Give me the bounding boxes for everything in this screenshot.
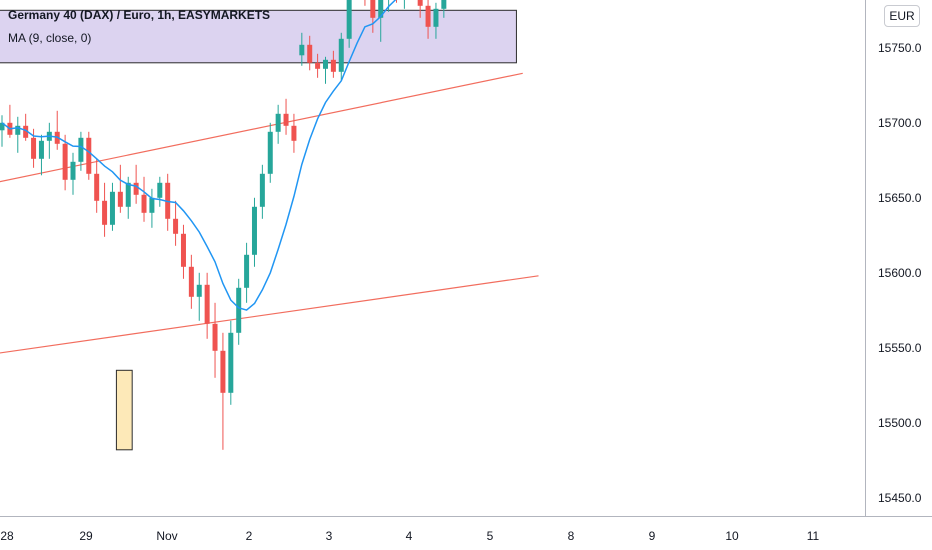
candle bbox=[220, 332, 226, 450]
candle bbox=[283, 98, 289, 135]
candle bbox=[54, 110, 60, 150]
candle bbox=[417, 0, 423, 18]
zone-box-yellow[interactable] bbox=[115, 369, 133, 451]
time-tick-label: 29 bbox=[79, 529, 93, 543]
candle bbox=[330, 50, 336, 78]
candle bbox=[204, 272, 210, 339]
candle bbox=[188, 254, 194, 309]
candle bbox=[315, 53, 321, 78]
candle bbox=[291, 113, 297, 153]
currency-badge[interactable]: EUR bbox=[884, 5, 920, 27]
price-tick-label: 15650.0 bbox=[878, 191, 922, 205]
candle bbox=[15, 116, 21, 153]
candle bbox=[228, 320, 234, 405]
candle bbox=[275, 104, 281, 144]
candle bbox=[86, 131, 92, 180]
candle bbox=[109, 182, 115, 231]
candle bbox=[141, 176, 147, 222]
candle bbox=[180, 224, 186, 279]
candle bbox=[346, 0, 352, 48]
candle bbox=[70, 152, 76, 195]
candle bbox=[403, 0, 405, 9]
candle bbox=[23, 113, 29, 141]
candle bbox=[441, 0, 447, 18]
candle bbox=[149, 188, 155, 228]
candle bbox=[62, 134, 68, 191]
candle bbox=[244, 242, 250, 303]
candle bbox=[212, 302, 218, 378]
plot-area bbox=[0, 0, 539, 451]
candle bbox=[173, 200, 179, 246]
candle bbox=[46, 122, 52, 159]
candle bbox=[196, 272, 202, 321]
candle bbox=[0, 115, 5, 147]
candle bbox=[78, 131, 84, 171]
candle bbox=[251, 197, 257, 267]
candle bbox=[94, 158, 100, 213]
time-tick-label: 28 bbox=[0, 529, 14, 543]
price-tick-label: 15600.0 bbox=[878, 266, 922, 280]
candle bbox=[388, 0, 390, 12]
candle bbox=[7, 104, 13, 138]
candle bbox=[157, 176, 163, 207]
time-tick-label: 10 bbox=[725, 529, 739, 543]
candle bbox=[102, 182, 108, 237]
symbol-title: Germany 40 (DAX) / Euro, 1h, EASYMARKETS bbox=[8, 8, 271, 22]
trend-line[interactable] bbox=[0, 72, 523, 183]
ma-line bbox=[1, 0, 397, 311]
price-tick-label: 15550.0 bbox=[878, 341, 922, 355]
candle bbox=[338, 32, 344, 81]
time-tick-label: 9 bbox=[649, 529, 656, 543]
time-tick-label: 4 bbox=[406, 529, 413, 543]
indicator-label: MA (9, close, 0) bbox=[8, 31, 92, 45]
candle bbox=[307, 35, 313, 71]
price-tick-label: 15750.0 bbox=[878, 41, 922, 55]
candle bbox=[117, 164, 123, 213]
time-tick-label: 2 bbox=[246, 529, 253, 543]
candle bbox=[378, 0, 384, 42]
time-tick-label: 11 bbox=[807, 529, 820, 543]
time-tick-label: Nov bbox=[156, 529, 177, 543]
price-tick-label: 15500.0 bbox=[878, 416, 922, 430]
candle bbox=[267, 122, 273, 183]
candle bbox=[259, 164, 265, 219]
time-tick-label: 8 bbox=[568, 529, 575, 543]
candle bbox=[322, 56, 328, 84]
candle bbox=[133, 164, 139, 204]
price-tick-label: 15450.0 bbox=[878, 491, 922, 505]
candle bbox=[38, 134, 44, 176]
candle bbox=[364, 0, 366, 6]
candle bbox=[433, 2, 439, 39]
candle bbox=[425, 0, 431, 39]
candle bbox=[236, 278, 242, 345]
time-tick-label: 3 bbox=[326, 529, 333, 543]
candle bbox=[299, 32, 305, 66]
price-tick-label: 15700.0 bbox=[878, 116, 922, 130]
trend-line[interactable] bbox=[0, 275, 539, 354]
time-tick-label: 5 bbox=[487, 529, 494, 543]
